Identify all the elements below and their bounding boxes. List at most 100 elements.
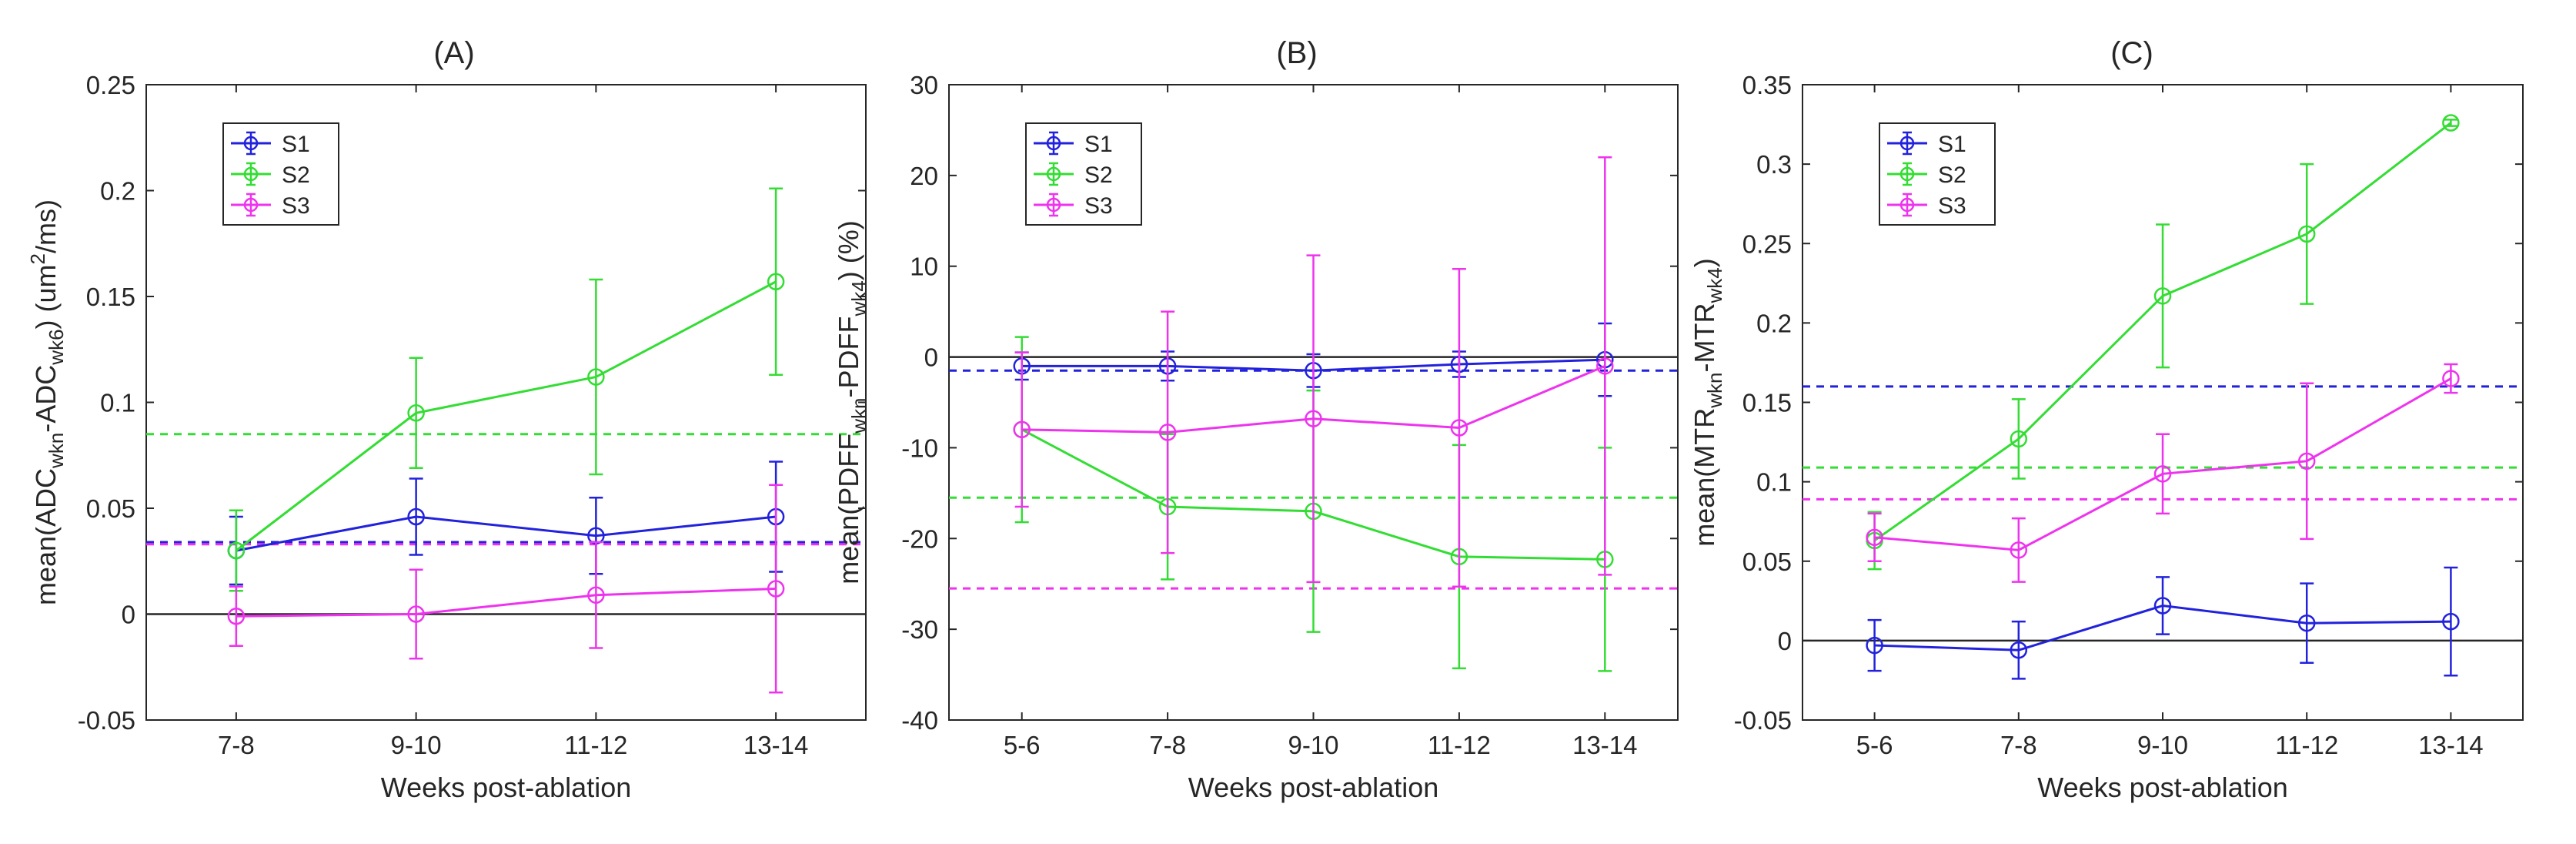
series-s3 — [1866, 363, 2460, 583]
y-tick-label: 0 — [1778, 627, 1792, 655]
y-axis-label-part: wkn — [1703, 372, 1726, 408]
x-tick-label: 11-12 — [2275, 731, 2338, 759]
y-axis-label-part: wkn — [45, 433, 68, 469]
legend-label: S3 — [282, 193, 310, 219]
legend: S1 S2 S3 — [222, 122, 339, 226]
y-axis-label: mean(MTRwkn-MTRwk4) — [1689, 258, 1726, 547]
y-axis-label-part: wk4 — [1703, 267, 1726, 303]
series-line — [1874, 604, 2451, 651]
legend-label: S1 — [1084, 132, 1113, 157]
data-point — [767, 273, 785, 290]
data-point — [2442, 114, 2460, 132]
legend-marker — [1046, 136, 1061, 151]
series-s2 — [227, 187, 785, 592]
chart-panel-3: (C) -0.05 0 0.05 0.1 0.15 0.2 0.25 0.3 0.35 5-6 7-8… — [1689, 36, 2524, 803]
legend-box — [222, 122, 339, 226]
series-s2 — [1866, 114, 2460, 571]
series-line — [235, 280, 777, 552]
y-tick-label: 0.2 — [1756, 309, 1792, 337]
x-tick-label: 11-12 — [1428, 731, 1491, 759]
legend-label: S3 — [1084, 193, 1113, 219]
x-tick-label: 13-14 — [2418, 731, 2483, 759]
data-point — [587, 586, 605, 604]
x-tick-label: 5-6 — [1004, 731, 1041, 759]
x-tick-label: 13-14 — [1572, 731, 1637, 759]
data-point — [2442, 370, 2460, 387]
x-tick-label: 5-6 — [1856, 731, 1893, 759]
panel-label: (C) — [2110, 36, 2153, 70]
y-tick-label: 0.05 — [1742, 548, 1792, 576]
legend: S1 S2 S3 — [1025, 122, 1142, 226]
data-point — [1866, 528, 1883, 547]
legend-marker — [1899, 197, 1915, 213]
x-axis-label: Weeks post-ablation — [381, 772, 632, 803]
series-line — [1021, 364, 1605, 434]
y-axis-label-part: mean(ADC — [30, 468, 62, 605]
y-tick-label: -20 — [901, 524, 938, 553]
y-tick-label: 0.2 — [100, 177, 135, 206]
y-tick-label: 30 — [910, 71, 938, 99]
y-axis-label: mean(PDFFwkn-PDFFwk4) (%) — [833, 220, 870, 584]
data-point — [2010, 641, 2028, 659]
data-point — [2297, 614, 2316, 632]
y-axis-label-part: -MTR — [1689, 303, 1720, 373]
y-tick-label: 0.15 — [86, 283, 135, 311]
x-axis-label: Weeks post-ablation — [2037, 772, 2288, 803]
y-tick-label: 0.25 — [86, 71, 135, 99]
x-tick-label: 9-10 — [1288, 731, 1338, 759]
data-point — [1450, 419, 1468, 437]
y-tick-label: 0.3 — [1756, 150, 1792, 179]
y-axis-label-part: /ms) — [30, 199, 62, 253]
y-tick-label: 0.35 — [1742, 71, 1792, 99]
chart-panel-2: (B) -40 -30 -20 -10 0 10 20 30 5-6 7-8 9-10 11-12 13-… — [833, 36, 1679, 803]
data-point — [2153, 465, 2172, 483]
x-tick-label: 13-14 — [743, 731, 808, 759]
legend-marker — [243, 166, 259, 182]
legend-label: S2 — [1084, 162, 1113, 188]
legend-label: S2 — [1938, 162, 1966, 188]
y-tick-label: 0 — [924, 343, 938, 372]
data-point — [767, 580, 785, 598]
data-point — [2153, 597, 2172, 615]
y-tick-label: -0.05 — [1734, 706, 1792, 735]
y-tick-label: 10 — [910, 253, 938, 281]
data-point — [2297, 225, 2316, 243]
y-tick-label: 0.15 — [1742, 389, 1792, 417]
y-tick-label: 0.1 — [100, 389, 135, 417]
data-point — [587, 368, 605, 386]
series-line — [1874, 377, 2452, 551]
y-tick-label: -10 — [901, 434, 938, 462]
legend-marker — [1046, 197, 1061, 213]
y-axis-label-part: 2 — [26, 253, 49, 264]
panel-label: (B) — [1276, 36, 1317, 70]
legend: S1 S2 S3 — [1879, 122, 1996, 226]
x-axis-label: Weeks post-ablation — [1188, 772, 1439, 803]
legend-label: S1 — [282, 132, 310, 157]
data-point — [407, 507, 425, 526]
data-point — [2010, 541, 2028, 559]
data-point — [1305, 410, 1322, 427]
y-axis-label-part: wk6 — [45, 329, 68, 365]
legend-marker — [243, 136, 259, 151]
x-tick-label: 9-10 — [391, 731, 442, 759]
y-axis-label-part: wkn — [847, 397, 870, 434]
legend-label: S2 — [282, 162, 310, 188]
y-tick-label: 20 — [910, 162, 938, 190]
y-axis-label: mean(ADCwkn-ADCwk6) (um2/ms) — [26, 199, 68, 605]
data-point — [2153, 287, 2172, 305]
data-point — [1866, 636, 1883, 655]
legend-marker — [1046, 166, 1061, 182]
series-s1 — [1866, 566, 2460, 680]
y-axis-label-part: wk4 — [847, 280, 870, 316]
data-point — [2297, 452, 2316, 471]
y-axis-label-part: ) (%) — [833, 220, 864, 280]
legend-label: S3 — [1938, 193, 1966, 219]
data-point — [227, 541, 246, 560]
data-point — [1158, 424, 1177, 441]
data-point — [2010, 430, 2028, 448]
x-tick-label: 7-8 — [2000, 731, 2037, 759]
data-point — [407, 404, 425, 422]
x-tick-label: 7-8 — [218, 731, 255, 759]
series-line — [236, 588, 777, 618]
y-axis-label-part: ) (um — [30, 264, 62, 329]
